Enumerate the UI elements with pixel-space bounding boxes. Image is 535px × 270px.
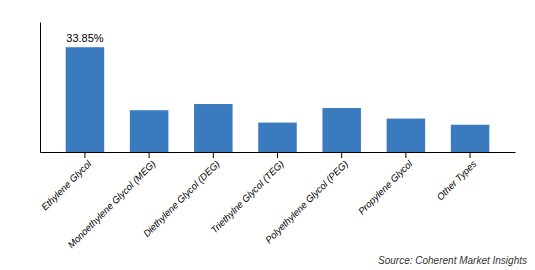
bar: [194, 104, 233, 152]
x-tick: Triethylne Glycol (TEG): [208, 152, 285, 236]
x-tick: Propylene Glycol: [356, 152, 415, 217]
annotation: 33.85%: [66, 32, 104, 44]
x-tick-mark: [470, 152, 471, 158]
bar: [322, 108, 361, 152]
plot-area: Ethylene GlycolMonoethylene Glycol (MEG)…: [39, 23, 516, 251]
x-tick-label: Polyethylene Glycol (PEG): [263, 158, 350, 245]
x-tick-label: Ethylene Glycol: [39, 157, 94, 212]
x-tick-mark: [213, 152, 214, 158]
x-tick-label: Monoethylene Glycol (MEG): [65, 158, 157, 250]
x-tick-label: Triethylne Glycol (TEG): [208, 158, 285, 235]
y-axis-line: [40, 23, 41, 153]
y-axis: [40, 23, 41, 153]
x-tick-mark: [341, 152, 342, 158]
x-tick: Polyethylene Glycol (PEG): [263, 152, 350, 245]
x-tick: Ethylene Glycol: [39, 152, 94, 213]
x-tick-mark: [405, 152, 406, 158]
x-tick-label: Other Types: [434, 158, 478, 202]
source-text: Source: Coherent Market Insights: [378, 255, 527, 266]
x-tick-mark: [149, 152, 150, 158]
chart-container: Ethylene GlycolMonoethylene Glycol (MEG)…: [0, 0, 535, 270]
chart-svg: Ethylene GlycolMonoethylene Glycol (MEG)…: [0, 0, 535, 270]
bar: [387, 119, 426, 152]
bars: [66, 47, 490, 152]
x-axis: Ethylene GlycolMonoethylene Glycol (MEG)…: [39, 152, 516, 250]
bar: [66, 47, 105, 152]
bar: [130, 110, 169, 152]
x-tick-label: Propylene Glycol: [356, 157, 415, 216]
x-tick: Other Types: [434, 152, 478, 202]
bar: [258, 123, 297, 152]
x-tick-mark: [277, 152, 278, 158]
x-tick-mark: [84, 152, 85, 158]
bar: [451, 125, 490, 152]
